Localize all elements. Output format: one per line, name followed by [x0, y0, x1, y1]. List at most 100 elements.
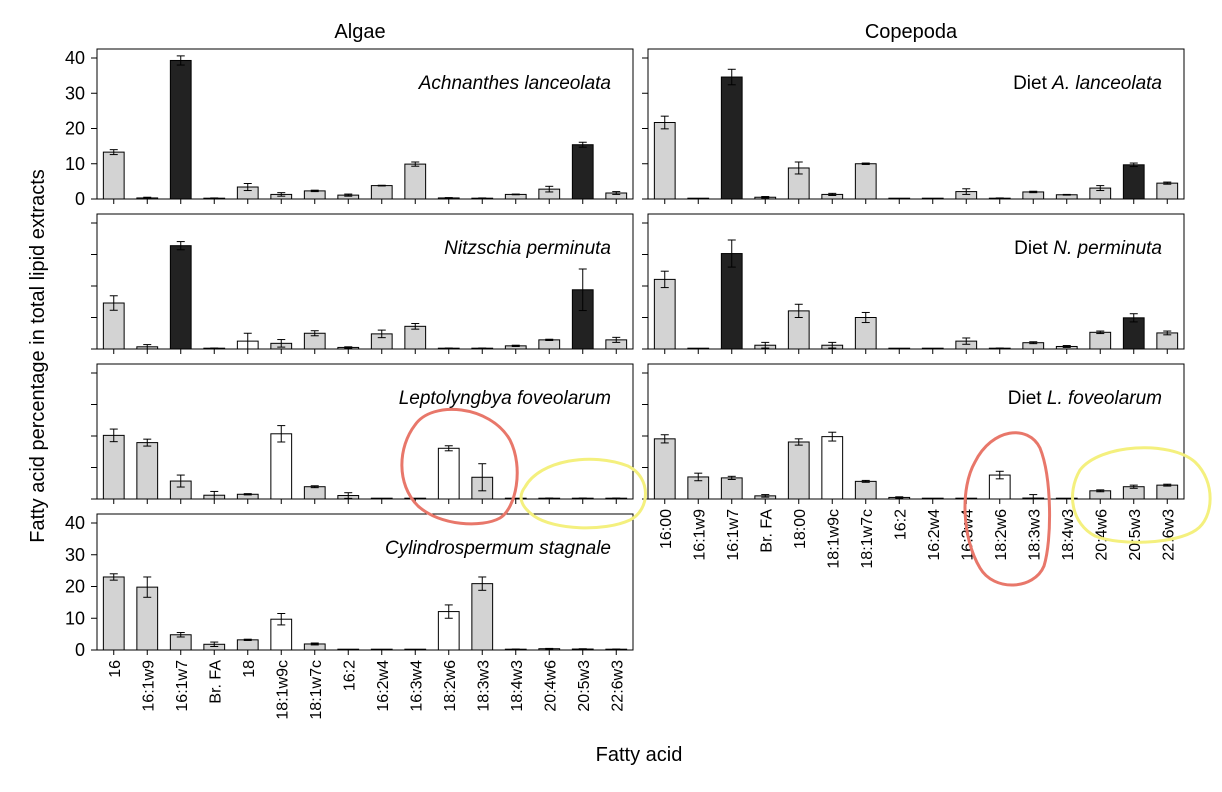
bar-16-00: [654, 279, 675, 349]
error-bar: [378, 185, 386, 186]
red-circle-annotation-copepoda: [965, 433, 1050, 585]
x-axis-label: Fatty acid: [596, 744, 683, 766]
y-tick-label: 40: [65, 513, 85, 533]
yellow-circle-annotation-algae: [521, 459, 645, 528]
error-bar: [579, 649, 587, 650]
x-tick-label: 18:00: [792, 509, 809, 549]
error-bar: [545, 498, 553, 499]
panel-label-part: Nitzschia perminuta: [444, 238, 611, 259]
y-tick-label: 0: [75, 189, 85, 209]
panel-algae-3: Leptolyngbya foveolarum: [91, 364, 633, 504]
bar-18-3w3: [472, 584, 493, 650]
panel-label-part: N. perminuta: [1053, 238, 1162, 259]
x-tick-label: 18:3w3: [1026, 509, 1043, 561]
bar-16-3w4: [405, 326, 426, 349]
x-tick-label: Br. FA: [758, 509, 775, 553]
panel-label-part: Diet: [1013, 73, 1052, 94]
x-tick-label: 18:2w6: [442, 660, 459, 712]
bar-18-1w9c: [822, 437, 843, 499]
panel-label: Cylindrospermum stagnale: [385, 538, 611, 559]
bar-20-5w3: [1123, 318, 1144, 349]
x-tick-label: 18:4w3: [1060, 509, 1077, 561]
error-bar: [478, 348, 486, 349]
x-tick-label: 18:1w7c: [308, 660, 325, 720]
y-tick-label: 0: [75, 640, 85, 660]
x-tick-label: 18:1w9c: [274, 660, 291, 720]
x-tick-label: 16:1w7: [174, 660, 191, 712]
x-tick-label: 20:5w3: [576, 660, 593, 712]
bar-16-1w9: [688, 198, 709, 199]
error-bar: [579, 498, 587, 499]
x-tick-label: 22:6w3: [1160, 509, 1177, 561]
error-bar: [545, 648, 553, 649]
error-bar: [996, 198, 1004, 199]
y-tick-label: 20: [65, 577, 85, 597]
bar-16-1w7: [721, 77, 742, 199]
bar-20-4w6: [1090, 332, 1111, 349]
bar-16-2w4: [371, 186, 392, 199]
error-bar: [478, 198, 486, 199]
bar-20-4w6: [539, 340, 560, 349]
x-tick-label: 16:2w4: [926, 509, 943, 561]
panel-label: Nitzschia perminuta: [444, 238, 611, 259]
bar-16-2: [889, 198, 910, 199]
bar-22-6w3: [1157, 183, 1178, 199]
x-tick-label: 16:2: [892, 509, 909, 540]
error-bar: [210, 348, 218, 349]
bar-22-6w3: [1157, 333, 1178, 349]
error-bar: [996, 348, 1004, 349]
panel-label-part: A. lanceolata: [1051, 73, 1162, 94]
bar-16-1w9: [137, 443, 158, 499]
bar-18-1w7c: [304, 191, 325, 199]
bar-18-00: [788, 442, 809, 499]
error-bar: [512, 649, 520, 650]
bar-16-2w4: [922, 498, 943, 499]
column-title-copepoda: Copepoda: [865, 21, 958, 43]
bar-18-1w9c: [271, 434, 292, 499]
panel-algae-2: Nitzschia perminuta: [91, 214, 633, 354]
panel-frame: [97, 514, 633, 650]
panel-label-part: Cylindrospermum stagnale: [385, 538, 611, 559]
bar-16-1w9: [688, 348, 709, 349]
panel-frame: [97, 364, 633, 499]
panel-label-part: Leptolyngbya foveolarum: [399, 388, 611, 409]
panel-copepoda-2: Diet N. perminuta: [642, 214, 1184, 354]
bar-16-00: [654, 439, 675, 499]
bar-16-1w7: [170, 246, 191, 349]
y-tick-label: 40: [65, 48, 85, 68]
panel-label-part: Diet: [1014, 238, 1053, 259]
x-tick-label: 16: [107, 660, 124, 678]
panel-label-part: Diet: [1008, 388, 1047, 409]
bar-16-3w4: [405, 164, 426, 199]
bar-20-5w3: [1123, 165, 1144, 199]
error-bar: [1063, 194, 1071, 195]
bar-16-2w4: [922, 348, 943, 349]
bar-18-1w7c: [855, 481, 876, 499]
bar-16-2w4: [922, 198, 943, 199]
bar-18-2w6: [438, 448, 459, 499]
y-tick-label: 30: [65, 83, 85, 103]
y-tick-label: 10: [65, 608, 85, 628]
column-title-algae: Algae: [334, 21, 385, 43]
x-tick-label: Br. FA: [207, 660, 224, 704]
error-bar: [612, 498, 620, 499]
panel-label: Diet N. perminuta: [1014, 238, 1162, 259]
x-tick-label: 16:2w4: [375, 660, 392, 712]
panel-label: Leptolyngbya foveolarum: [399, 388, 611, 409]
panel-label: Diet A. lanceolata: [1013, 73, 1162, 94]
x-tick-label: 22:6w3: [609, 660, 626, 712]
x-tick-label: 16:3w4: [408, 660, 425, 712]
x-tick-label: 20:4w6: [542, 660, 559, 712]
bar-16-2: [889, 348, 910, 349]
x-tick-label: 20:5w3: [1127, 509, 1144, 561]
error-bar: [210, 198, 218, 199]
bar-16: [103, 435, 124, 499]
x-tick-label: 18:2w6: [993, 509, 1010, 561]
error-bar: [512, 194, 520, 195]
bar-16: [103, 152, 124, 199]
